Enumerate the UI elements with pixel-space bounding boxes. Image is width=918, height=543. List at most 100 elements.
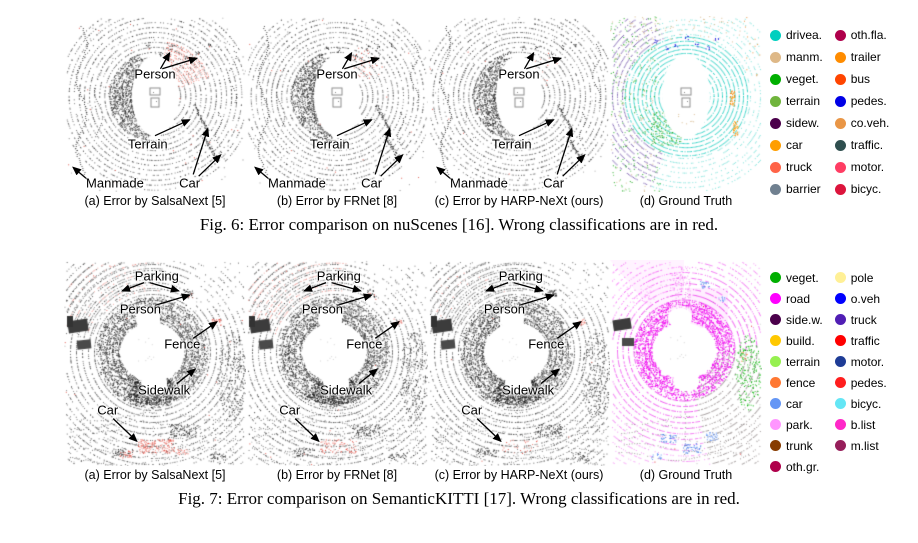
panel-label: (d) Ground Truth: [639, 468, 733, 482]
legend-label: build.: [786, 333, 815, 348]
lidar-scan-fig7-b: Parking Person Fence Sidewalk Car: [246, 260, 428, 466]
legend-label: terrain: [786, 94, 821, 108]
legend-item: pole: [834, 267, 887, 288]
legend-item: oth.fla.: [834, 24, 890, 46]
legend-item: bicyc.: [834, 393, 887, 414]
figure-7-row: Parking Person Fence Sidewalk Car (a) Error …: [0, 260, 918, 482]
figure-6-row: Person Terrain Manmade Car (a) Error by Sal…: [0, 16, 918, 208]
legend-color-dot: [834, 293, 846, 304]
legend-color-dot: [770, 139, 781, 151]
panel-fig7-frnet: Parking Person Fence Sidewalk Car (b) Error …: [246, 260, 428, 482]
legend-color-dot: [770, 29, 781, 41]
panel-label: (b) Error by FRNet [8]: [276, 194, 398, 208]
legend-column: oth.fla. trailer bus pedes. co.veh. traffic. m…: [834, 24, 890, 200]
legend-item: bus: [834, 68, 890, 90]
legend-label: b.list: [850, 417, 876, 432]
legend-item: build.: [770, 330, 823, 351]
legend-label: car: [786, 396, 803, 411]
legend-item: traffic: [834, 330, 887, 351]
legend-semantickitti: veget. road side.w. build. terrain fence car pa…: [770, 260, 887, 477]
legend-color-dot: [770, 183, 781, 195]
legend-label: trailer: [850, 50, 881, 64]
legend-color-dot: [770, 356, 781, 367]
legend-color-dot: [834, 73, 846, 85]
legend-item: park.: [770, 414, 823, 435]
legend-color-dot: [770, 293, 781, 304]
legend-item: sidew.: [770, 112, 823, 134]
legend-color-dot: [834, 183, 846, 195]
legend-label: barrier: [786, 182, 821, 196]
legend-item: road: [770, 288, 823, 309]
legend-label: oth.fla.: [850, 28, 887, 42]
legend-color-dot: [834, 440, 846, 451]
lidar-scan-canvas: [610, 260, 762, 466]
figure-6: Person Terrain Manmade Car (a) Error by Sal…: [0, 16, 918, 235]
legend-label: manm.: [786, 50, 823, 64]
panel-fig6-harpnext: Person Terrain Manmade Car (c) Error by HAR…: [428, 16, 610, 208]
legend-item: terrain: [770, 351, 823, 372]
legend-label: terrain: [786, 354, 821, 369]
legend-item: terrain: [770, 90, 823, 112]
panel-fig6-ground-truth: (d) Ground Truth: [610, 16, 762, 208]
legend-item: truck: [770, 156, 823, 178]
figure-7: Parking Person Fence Sidewalk Car (a) Error …: [0, 260, 918, 509]
legend-color-dot: [770, 161, 781, 173]
legend-item: drivea.: [770, 24, 823, 46]
legend-item: car: [770, 134, 823, 156]
lidar-scan-canvas: [64, 260, 246, 466]
legend-label: truck: [850, 312, 877, 327]
legend-label: road: [786, 291, 811, 306]
legend-label: oth.gr.: [786, 459, 820, 474]
legend-item: oth.gr.: [770, 456, 823, 477]
legend-label: car: [786, 138, 803, 152]
legend-color-dot: [834, 314, 846, 325]
legend-label: bus: [850, 72, 871, 86]
legend-item: barrier: [770, 178, 823, 200]
legend-item: motor.: [834, 351, 887, 372]
legend-item: trunk: [770, 435, 823, 456]
legend-item: side.w.: [770, 309, 823, 330]
legend-color-dot: [834, 161, 846, 173]
legend-label: pedes.: [850, 375, 887, 390]
lidar-scan-canvas: [246, 16, 428, 192]
lidar-scan-fig6-b: Person Terrain Manmade Car: [246, 16, 428, 192]
lidar-scan-canvas: [428, 16, 610, 192]
legend-color-dot: [834, 377, 846, 388]
legend-color-dot: [834, 51, 846, 63]
panel-fig7-ground-truth: (d) Ground Truth: [610, 260, 762, 482]
lidar-scan-fig7-a: Parking Person Fence Sidewalk Car: [64, 260, 246, 466]
legend-item: manm.: [770, 46, 823, 68]
legend-item: veget.: [770, 267, 823, 288]
legend-item: pedes.: [834, 372, 887, 393]
legend-color-dot: [770, 335, 781, 346]
legend-label: bicyc.: [850, 396, 882, 411]
legend-color-dot: [770, 95, 781, 107]
lidar-scan-fig6-c: Person Terrain Manmade Car: [428, 16, 610, 192]
legend-item: car: [770, 393, 823, 414]
legend-label: motor.: [850, 354, 885, 369]
legend-label: trunk: [786, 438, 813, 453]
legend-color-dot: [770, 398, 781, 409]
legend-color-dot: [770, 73, 781, 85]
panel-label: (a) Error by SalsaNext [5]: [84, 468, 226, 482]
lidar-scan-fig6-a: Person Terrain Manmade Car: [64, 16, 246, 192]
legend-label: veget.: [786, 270, 819, 285]
legend-column: pole o.veh truck traffic motor. pedes. bicyc. b…: [834, 267, 887, 477]
legend-color-dot: [770, 272, 781, 283]
legend-label: fence: [786, 375, 816, 390]
legend-color-dot: [770, 377, 781, 388]
legend-item: pedes.: [834, 90, 890, 112]
legend-color-dot: [834, 95, 846, 107]
legend-item: fence: [770, 372, 823, 393]
legend-label: m.list: [850, 438, 879, 453]
legend-item: trailer: [834, 46, 890, 68]
legend-label: o.veh: [850, 291, 881, 306]
legend-color-dot: [770, 461, 781, 472]
legend-nuscenes: drivea. manm. veget. terrain sidew. car truck b…: [770, 16, 889, 200]
legend-color-dot: [834, 272, 846, 283]
legend-color-dot: [834, 419, 846, 430]
legend-label: sidew.: [786, 116, 820, 130]
lidar-scan-canvas: [428, 260, 610, 466]
legend-color-dot: [770, 419, 781, 430]
legend-color-dot: [834, 117, 846, 129]
